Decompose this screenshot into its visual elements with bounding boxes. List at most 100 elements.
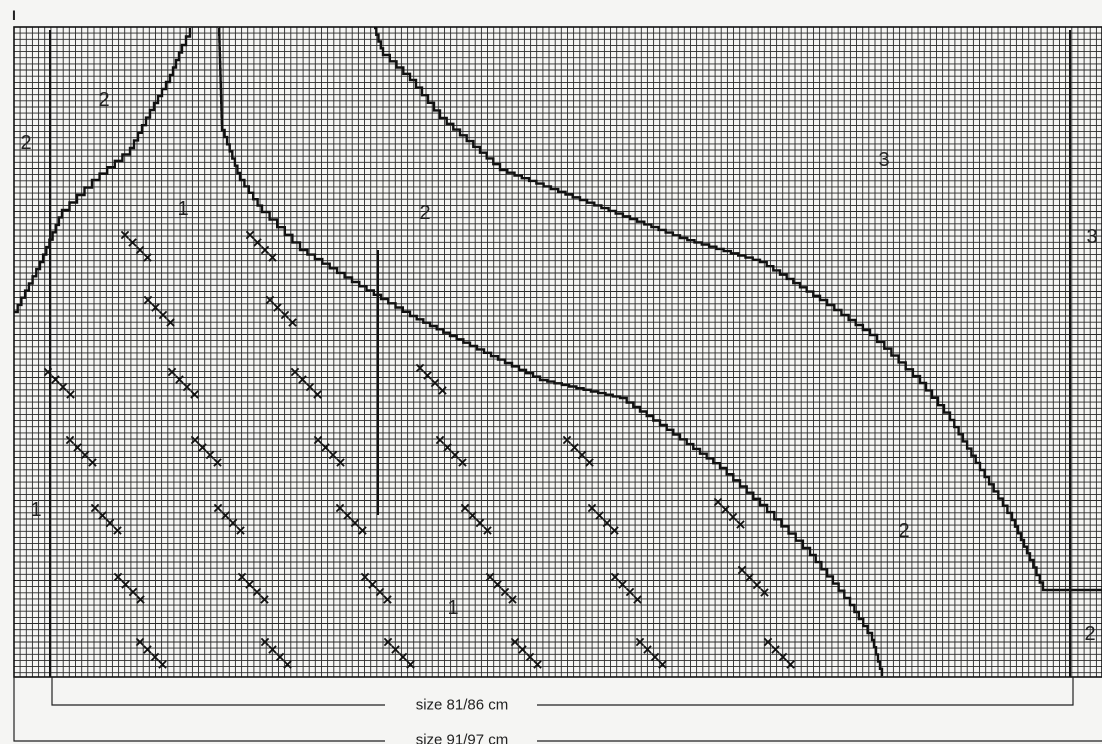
cross-stitch-mark — [190, 390, 199, 399]
cross-stitch-mark — [73, 443, 82, 452]
zone-label: 1 — [177, 198, 188, 220]
cross-stitch-mark — [763, 637, 773, 647]
zone-label: 2 — [419, 202, 430, 224]
cross-stitch-mark — [493, 580, 502, 589]
zone-label: 2 — [1084, 623, 1095, 645]
cross-stitch-mark — [158, 310, 168, 320]
cross-stitch-mark — [158, 660, 167, 669]
cross-stitch-mark — [90, 503, 100, 513]
cross-stitch-mark — [252, 587, 262, 597]
cross-stitch-mark — [728, 512, 738, 522]
cross-stitch-mark — [650, 652, 660, 662]
top-edge-marker: I — [12, 7, 16, 23]
cross-stitch-mark — [328, 450, 338, 460]
dimension-label-small: size 81/86 cm — [416, 697, 509, 714]
cross-stitch-mark — [150, 652, 160, 662]
cross-stitch-mark — [213, 503, 223, 513]
cross-stitch-mark — [265, 295, 275, 305]
cross-stitch-mark — [51, 375, 60, 384]
dimension-label-large: size 91/97 cm — [416, 732, 509, 744]
cross-stitch-mark — [736, 520, 745, 529]
cross-stitch-mark — [721, 505, 730, 514]
cross-stitch-mark — [275, 652, 285, 662]
cross-stitch-mark — [391, 645, 400, 654]
cross-stitch-mark — [771, 645, 780, 654]
cross-stitch-mark — [135, 245, 145, 255]
cross-stitch-mark — [458, 458, 467, 467]
cross-stitch-mark — [236, 526, 245, 535]
stitch-grid — [13, 26, 1102, 678]
cross-stitch-mark — [778, 652, 788, 662]
cross-stitch-mark — [175, 375, 184, 384]
cross-stitch-mark — [375, 587, 385, 597]
cross-stitch-mark — [182, 382, 192, 392]
zone-label: 3 — [1086, 226, 1097, 248]
cross-stitch-mark — [587, 503, 597, 513]
cross-stitch-mark — [760, 588, 769, 597]
cross-stitch-mark — [260, 245, 270, 255]
cross-stitch-mark — [88, 458, 97, 467]
cross-stitch-mark — [143, 645, 152, 654]
cross-stitch-mark — [625, 587, 635, 597]
cross-stitch-mark — [335, 503, 345, 513]
cross-stitch-mark — [533, 660, 542, 669]
cross-stitch-mark — [602, 518, 612, 528]
cross-stitch-mark — [166, 318, 175, 327]
cross-stitch-mark — [450, 450, 460, 460]
cross-stitch-mark — [398, 652, 408, 662]
cross-stitch-mark — [468, 511, 477, 520]
zone-label: 1 — [447, 597, 458, 619]
dimension-line-large — [13, 677, 1102, 742]
cross-stitch-mark — [205, 450, 215, 460]
cross-stitch-mark — [167, 367, 177, 377]
cross-stitch-markers — [43, 230, 795, 669]
cross-stitch-mark — [643, 645, 652, 654]
cross-stitch-mark — [213, 458, 222, 467]
cross-stitch-mark — [268, 645, 277, 654]
cross-stitch-mark — [525, 652, 535, 662]
panel-border-lines — [49, 30, 1071, 677]
cross-stitch-mark — [585, 458, 594, 467]
cross-stitch-mark — [475, 518, 485, 528]
cross-stitch-mark — [66, 390, 75, 399]
cross-stitch-mark — [273, 303, 282, 312]
cross-stitch-mark — [80, 450, 90, 460]
cross-stitch-mark — [610, 572, 620, 582]
zone-label: 2 — [898, 520, 909, 542]
cross-stitch-mark — [595, 511, 604, 520]
cross-stitch-mark — [658, 660, 667, 669]
cross-stitch-mark — [485, 572, 495, 582]
cross-stitch-mark — [136, 595, 145, 604]
cross-stitch-mark — [562, 435, 572, 445]
zone-label: 2 — [98, 89, 109, 111]
cross-stitch-mark — [253, 238, 262, 247]
cross-stitch-mark — [500, 587, 510, 597]
cross-stitch-mark — [713, 497, 723, 507]
cross-stitch-mark — [313, 435, 323, 445]
dimension-lines — [13, 677, 1102, 742]
cross-stitch-mark — [58, 382, 68, 392]
cross-stitch-mark — [283, 660, 292, 669]
cross-stitch-mark — [360, 572, 370, 582]
cross-stitch-mark — [135, 637, 145, 647]
cross-stitch-mark — [245, 580, 254, 589]
cross-stitch-mark — [508, 595, 517, 604]
cross-stitch-mark — [443, 443, 452, 452]
cross-stitch-mark — [121, 580, 130, 589]
cross-stitch-mark — [305, 382, 315, 392]
cross-stitch-mark — [298, 375, 307, 384]
cross-stitch-mark — [128, 238, 137, 247]
cross-stitch-mark — [518, 645, 527, 654]
cross-stitch-mark — [288, 318, 297, 327]
cross-stitch-mark — [415, 363, 425, 373]
cross-stitch-mark — [483, 526, 492, 535]
cross-stitch-mark — [752, 580, 762, 590]
cross-stitch-mark — [635, 637, 645, 647]
dimension-line-small — [51, 677, 1074, 706]
cross-stitch-mark — [313, 390, 322, 399]
cross-stitch-mark — [260, 595, 269, 604]
color-zone-boundaries — [14, 26, 1102, 676]
cross-stitch-mark — [120, 230, 130, 240]
cross-stitch-mark — [113, 526, 122, 535]
